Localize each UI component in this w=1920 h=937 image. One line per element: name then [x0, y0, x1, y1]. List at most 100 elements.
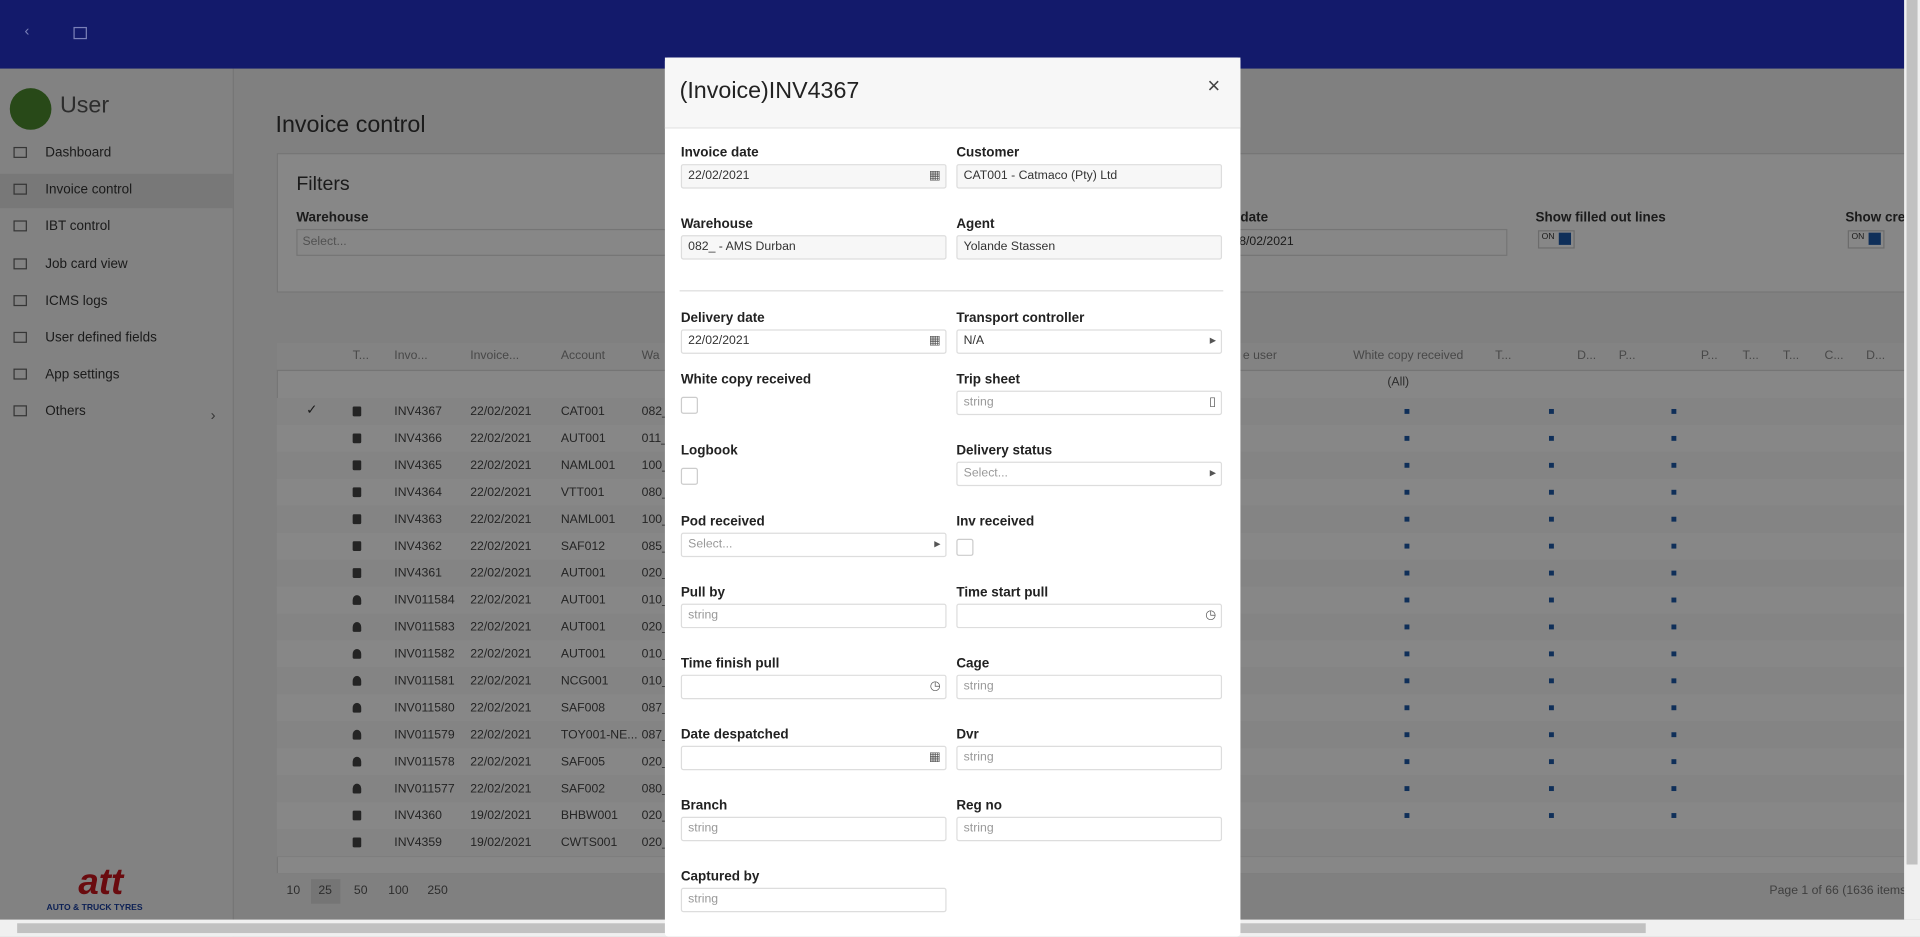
field-label: Trip sheet	[956, 372, 1020, 387]
field-input[interactable]: 22/02/2021 ▦	[680, 329, 947, 354]
filters-title: Filters	[296, 173, 350, 195]
field-input[interactable]: N/A ▸	[956, 329, 1223, 354]
doc-icon	[352, 433, 362, 444]
doc-icon	[352, 810, 362, 821]
page-size[interactable]: 100	[388, 884, 409, 898]
page-size[interactable]: 10	[286, 884, 301, 898]
checkbox[interactable]	[680, 467, 698, 485]
field-input[interactable]: ▦	[680, 745, 947, 771]
field-label: Inv received	[956, 514, 1035, 529]
column-header[interactable]: Invo...	[394, 348, 428, 363]
page-size[interactable]: 250	[427, 884, 448, 898]
doc-icon	[352, 837, 362, 848]
status-dot	[1671, 435, 1677, 441]
status-dot	[1671, 516, 1677, 522]
cell: 22/02/2021	[470, 459, 532, 473]
cell: INV011577	[394, 782, 455, 796]
checkbox[interactable]	[680, 396, 698, 414]
status-dot	[1548, 435, 1554, 441]
menu-icon	[13, 331, 27, 343]
field-text: string	[963, 821, 994, 836]
status-dot	[1404, 462, 1410, 468]
menu-item[interactable]: Others	[45, 404, 86, 420]
menu-item[interactable]: Invoice control	[45, 182, 133, 198]
field-input[interactable]: 22/02/2021 ▦	[680, 164, 947, 189]
cell: 22/02/2021	[470, 782, 532, 796]
status-dot	[1404, 570, 1410, 576]
column-header[interactable]: D...	[1866, 348, 1886, 363]
status-dot	[1404, 678, 1410, 684]
field-input[interactable]: Yolande Stassen	[956, 235, 1223, 260]
cell: INV011583	[394, 620, 455, 635]
logo-tagline: AUTO & TRUCK TYRES	[46, 903, 143, 913]
field-input[interactable]: string	[956, 816, 1223, 842]
menu-item[interactable]: Dashboard	[45, 145, 112, 161]
menu-item[interactable]: App settings	[45, 367, 120, 383]
field-input[interactable]: 082_ - AMS Durban	[680, 235, 947, 260]
menu-item[interactable]: ICMS logs	[45, 293, 108, 309]
page-size[interactable]: 25	[318, 884, 332, 898]
menu-item[interactable]: IBT control	[45, 219, 111, 235]
field-label: Customer	[956, 145, 1020, 161]
status-dot	[1404, 705, 1410, 711]
status-dot	[1548, 678, 1554, 684]
page-size[interactable]: 50	[353, 884, 368, 898]
field-input[interactable]: string	[680, 603, 947, 629]
modal-close[interactable]: ×	[1207, 73, 1221, 98]
status-dot	[1671, 732, 1677, 738]
cell: 22/02/2021	[470, 432, 532, 446]
status-dot	[1548, 813, 1554, 818]
menu-item[interactable]: Job card view	[45, 256, 128, 272]
field-label: Time finish pull	[680, 656, 780, 672]
toggle-knob	[1558, 232, 1572, 245]
column-header[interactable]: D...	[1577, 348, 1597, 363]
column-header[interactable]: Account	[560, 348, 606, 363]
status-dot	[1671, 408, 1677, 414]
field-icon: ▯	[1209, 395, 1216, 409]
field-icon: ▸	[1209, 334, 1216, 348]
field-input[interactable]: ◷	[680, 674, 947, 700]
field-icon: ▦	[928, 750, 941, 765]
cell: 22/02/2021	[470, 755, 532, 769]
column-header[interactable]: Wa	[641, 348, 660, 363]
column-header[interactable]: P...	[1700, 348, 1718, 363]
column-header[interactable]: T...	[1742, 348, 1759, 363]
cell: 19/02/2021	[470, 809, 532, 823]
modal-title: (Invoice)INV4367	[679, 78, 860, 105]
field-input[interactable]: string	[680, 816, 947, 842]
status-dot	[1671, 597, 1677, 603]
field-input[interactable]: string	[956, 674, 1223, 700]
field-input[interactable]: string ▯	[956, 390, 1223, 416]
modal-header	[664, 57, 1241, 129]
column-header[interactable]: White copy received	[1353, 348, 1464, 363]
field-input[interactable]: ◷	[956, 603, 1223, 629]
status-dot	[1548, 543, 1554, 549]
field-input[interactable]: CAT001 - Catmaco (Pty) Ltd	[956, 164, 1223, 189]
column-header[interactable]: C...	[1824, 348, 1844, 363]
status-dot	[1404, 732, 1410, 738]
field-input[interactable]: Select... ▸	[680, 532, 947, 558]
column-header[interactable]: e user	[1242, 348, 1277, 363]
checkbox[interactable]	[956, 538, 974, 556]
status-dot	[1548, 786, 1554, 792]
status-dot	[1548, 462, 1554, 468]
column-header[interactable]: T...	[1782, 348, 1800, 363]
user-icon	[352, 729, 362, 740]
field-input[interactable]: Select... ▸	[956, 461, 1223, 487]
filter-value: 8/02/2021	[1239, 235, 1294, 249]
menu-item[interactable]: User defined fields	[45, 330, 157, 346]
all-filter: (All)	[1387, 375, 1410, 390]
page-title: Invoice control	[275, 112, 426, 139]
cell: SAF002	[560, 782, 606, 796]
status-dot	[1548, 651, 1554, 657]
status-dot	[1548, 624, 1554, 630]
column-header[interactable]: T...	[352, 348, 369, 363]
doc-icon	[352, 514, 362, 525]
column-header[interactable]: Invoice...	[470, 348, 520, 363]
status-dot	[1404, 759, 1410, 765]
column-header[interactable]: T...	[1495, 348, 1512, 363]
field-input[interactable]: string	[680, 887, 947, 913]
field-input[interactable]: string	[956, 745, 1223, 771]
toggle-knob	[1868, 232, 1881, 245]
column-header[interactable]: P...	[1618, 348, 1636, 363]
